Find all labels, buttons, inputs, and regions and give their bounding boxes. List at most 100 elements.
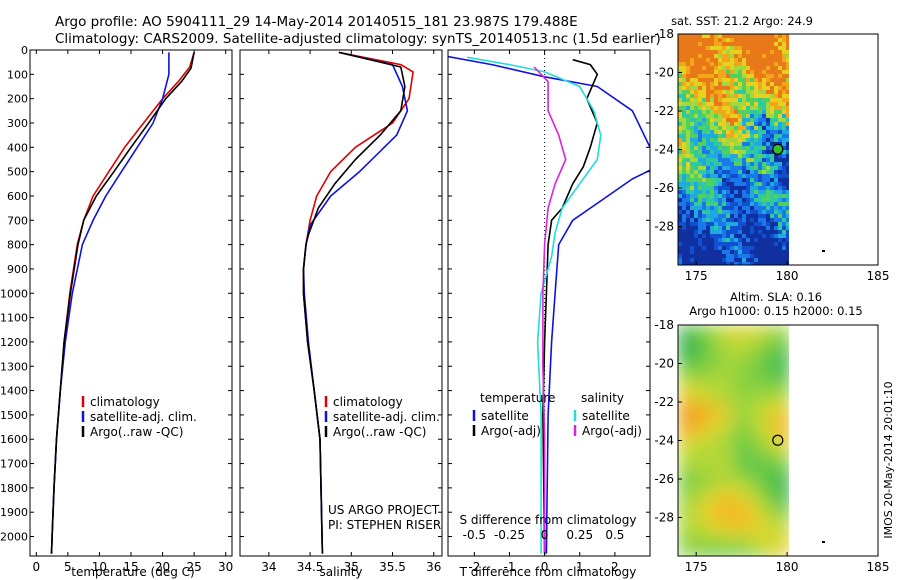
heatmap-cell [778, 429, 783, 434]
heatmap-cell [734, 250, 739, 255]
series-line [542, 58, 599, 554]
heatmap-cell [698, 369, 703, 374]
heatmap-cell [778, 242, 783, 247]
heatmap-cell [762, 353, 767, 358]
heatmap-cell [750, 50, 755, 55]
x-tick-label: 2 [611, 560, 619, 574]
heatmap-cell [686, 333, 691, 338]
heatmap-cell [754, 158, 759, 163]
heatmap-cell [774, 505, 779, 510]
difference-panel: -2 -1 0 1 2-0.5 -0.25 0 0.25 0.5 S difference fr… [447, 49, 651, 579]
heatmap-cell [678, 485, 683, 490]
heatmap-cell [698, 517, 703, 522]
heatmap-cell [714, 262, 719, 265]
heatmap-cell [742, 246, 747, 251]
heatmap-cell [738, 102, 743, 107]
heatmap-cell [714, 517, 719, 522]
heatmap-cell [734, 329, 739, 334]
heatmap-cell [782, 469, 787, 474]
heatmap-cell [766, 162, 771, 167]
heatmap-cell [746, 198, 751, 203]
heatmap-cell [702, 154, 707, 159]
x-tick-label: 1 [576, 560, 584, 574]
heatmap-cell [734, 349, 739, 354]
heatmap-cell [774, 238, 779, 243]
heatmap-cell [686, 441, 691, 446]
heatmap-cell [682, 437, 687, 442]
heatmap-cell [718, 501, 723, 506]
heatmap-cell [678, 337, 683, 342]
salinity-xlabel: salinity [319, 565, 362, 579]
heatmap-cell [686, 74, 691, 79]
heatmap-cell [778, 477, 783, 482]
heatmap-cell [698, 377, 703, 382]
heatmap-cell [710, 473, 715, 478]
heatmap-cell [714, 417, 719, 422]
heatmap-cell [742, 50, 747, 55]
heatmap-cell [682, 262, 687, 265]
heatmap-cell [714, 525, 719, 530]
heatmap-cell [774, 114, 779, 119]
heatmap-cell [678, 250, 683, 255]
heatmap-cell [766, 202, 771, 207]
heatmap-cell [762, 409, 767, 414]
heatmap-cell [738, 158, 743, 163]
heatmap-cell [758, 513, 763, 518]
heatmap-cell [706, 441, 711, 446]
heatmap-cell [746, 62, 751, 67]
map-x-tick-label: 175 [685, 269, 708, 283]
heatmap-cell [682, 70, 687, 75]
heatmap-cell [782, 421, 787, 426]
heatmap-cell [766, 142, 771, 147]
heatmap-cell [742, 445, 747, 450]
heatmap-cell [694, 481, 699, 486]
heatmap-cell [710, 178, 715, 183]
heatmap-cell [730, 50, 735, 55]
heatmap-cell [730, 106, 735, 111]
heatmap-cell [722, 409, 727, 414]
heatmap-cell [758, 413, 763, 418]
heatmap-cell [770, 545, 775, 550]
heatmap-cell [786, 361, 789, 366]
heatmap-cell [746, 174, 751, 179]
heatmap-cell [758, 389, 763, 394]
heatmap-cell [778, 445, 783, 450]
heatmap-cell [730, 425, 735, 430]
heatmap-cell [786, 190, 789, 195]
legend-label: Argo(..raw -QC) [90, 425, 183, 439]
heatmap-cell [706, 42, 711, 47]
heatmap-cell [754, 82, 759, 87]
heatmap-cell [734, 449, 739, 454]
heatmap-cell [782, 457, 787, 462]
heatmap-cell [730, 453, 735, 458]
heatmap-cell [754, 130, 759, 135]
heatmap-cell [758, 186, 763, 191]
heatmap-cell [754, 162, 759, 167]
heatmap-cell [698, 461, 703, 466]
heatmap-cell [774, 58, 779, 63]
heatmap-cell [782, 445, 787, 450]
heatmap-cell [762, 194, 767, 199]
heatmap-cell [698, 513, 703, 518]
heatmap-cell [754, 58, 759, 63]
heatmap-cell [678, 501, 683, 506]
heatmap-cell [782, 521, 787, 526]
heatmap-cell [762, 425, 767, 430]
heatmap-cell [702, 106, 707, 111]
heatmap-cell [778, 457, 783, 462]
heatmap-cell [686, 425, 691, 430]
heatmap-cell [746, 86, 751, 91]
heatmap-cell [690, 525, 695, 530]
heatmap-cell [754, 118, 759, 123]
heatmap-cell [762, 433, 767, 438]
heatmap-cell [698, 441, 703, 446]
heatmap-cell [738, 262, 743, 265]
heatmap-cell [734, 46, 739, 51]
heatmap-cell [734, 533, 739, 538]
heatmap-cell [722, 521, 727, 526]
heatmap-cell [766, 513, 771, 518]
heatmap-cell [686, 465, 691, 470]
heatmap-cell [746, 258, 751, 263]
heatmap-cell [698, 401, 703, 406]
heatmap-cell [678, 445, 683, 450]
